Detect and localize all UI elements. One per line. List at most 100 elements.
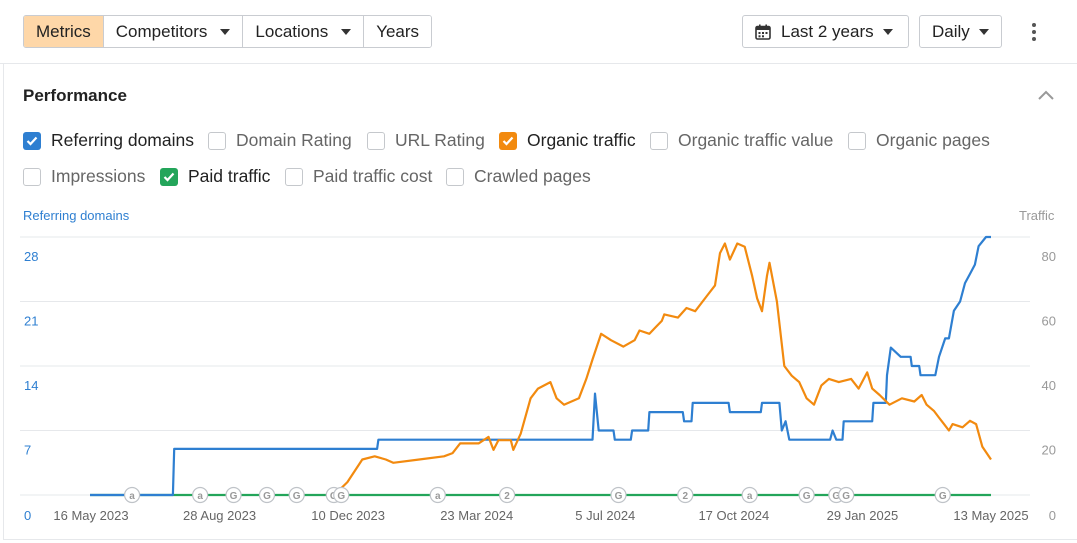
annotation-marker[interactable]: a: [192, 486, 209, 504]
checkbox-box: [285, 167, 303, 186]
annotation-circle: [288, 486, 305, 504]
checkbox-referring-domains[interactable]: Referring domains: [23, 130, 194, 151]
calendar-icon: [755, 24, 771, 40]
annotation-marker[interactable]: G: [225, 486, 242, 504]
x-tick-label: 16 May 2023: [53, 508, 128, 523]
checkbox-box: [848, 131, 866, 150]
caret-down-icon: [341, 28, 352, 35]
view-segmented-control: Metrics Competitors Locations Years: [23, 15, 433, 48]
x-tick-label: 17 Oct 2024: [698, 508, 769, 523]
checkbox-crawled-pages[interactable]: Crawled pages: [446, 166, 591, 187]
annotation-circle: [741, 486, 758, 504]
checkbox-label: Organic pages: [876, 130, 990, 150]
left-tick-label: 28: [24, 249, 38, 264]
annotation-circle: [934, 486, 951, 504]
date-range-label: Last 2 years: [781, 21, 874, 41]
right-tick-label: 80: [1042, 249, 1056, 264]
chevron-up-icon[interactable]: [1037, 88, 1055, 102]
left-tick-label: 7: [24, 443, 31, 458]
checkbox-box: [23, 131, 41, 150]
checkbox-box: [499, 131, 517, 150]
annotation-label: 2: [504, 491, 510, 502]
checkbox-paid-traffic-cost[interactable]: Paid traffic cost: [285, 166, 432, 187]
annotation-circle: [192, 486, 209, 504]
annotation-circle: [429, 486, 446, 504]
competitors-dropdown[interactable]: Competitors: [103, 16, 244, 47]
checkbox-domain-rating[interactable]: Domain Rating: [208, 130, 352, 151]
annotation-label: G: [263, 491, 271, 502]
checkbox-label: Impressions: [51, 166, 146, 186]
annotation-label: a: [197, 491, 203, 502]
checkbox-organic-traffic-value[interactable]: Organic traffic value: [650, 130, 833, 151]
series-line-referring-domains: [90, 235, 991, 497]
checkbox-label: Domain Rating: [236, 130, 352, 150]
annotation-marker[interactable]: a: [741, 486, 758, 504]
annotation-circle: [610, 486, 627, 504]
annotation-circle: [333, 486, 350, 504]
left-tick-label: 21: [24, 314, 38, 329]
annotation-label: a: [129, 491, 135, 502]
caret-down-icon: [978, 28, 989, 35]
annotation-marker[interactable]: 2: [677, 486, 694, 504]
caret-down-icon: [220, 28, 231, 35]
checkmark-icon: [502, 136, 514, 146]
annotation-marker[interactable]: G: [610, 486, 627, 504]
checkbox-label: Referring domains: [51, 130, 194, 150]
checkbox-paid-traffic[interactable]: Paid traffic: [160, 166, 270, 187]
tab-label: Competitors: [115, 21, 208, 41]
annotation-label: G: [842, 491, 850, 502]
kebab-menu-icon[interactable]: [1026, 20, 1042, 44]
tab-metrics[interactable]: Metrics: [24, 16, 104, 47]
left-tick-label: 14: [24, 378, 38, 393]
granularity-label: Daily: [932, 21, 970, 41]
date-range-dropdown[interactable]: Last 2 years: [742, 15, 909, 48]
checkbox-organic-pages[interactable]: Organic pages: [848, 130, 990, 151]
annotation-marker[interactable]: G: [798, 486, 815, 504]
checkbox-label: URL Rating: [395, 130, 485, 150]
checkmark-icon: [26, 136, 38, 146]
x-tick-label: 28 Aug 2023: [183, 508, 256, 523]
annotation-marker[interactable]: G: [934, 486, 951, 504]
annotation-label: a: [435, 491, 441, 502]
annotation-marker[interactable]: 2: [498, 486, 516, 504]
annotation-label: G: [337, 491, 345, 502]
section-title: Performance: [23, 86, 127, 105]
x-tick-label: 13 May 2025: [953, 508, 1028, 523]
checkbox-box: [208, 131, 226, 150]
checkbox-box: [650, 131, 668, 150]
annotation-marker[interactable]: a: [429, 486, 446, 504]
granularity-dropdown[interactable]: Daily: [919, 15, 1002, 48]
toolbar-divider: [0, 63, 1077, 64]
x-tick-label: 29 Jan 2025: [827, 508, 899, 523]
annotation-label: G: [293, 491, 301, 502]
tab-label: Locations: [255, 21, 329, 41]
annotation-marker[interactable]: G: [288, 486, 305, 504]
x-tick-label: 10 Dec 2023: [311, 508, 385, 523]
tab-years[interactable]: Years: [364, 16, 432, 47]
annotation-marker[interactable]: G: [838, 486, 855, 504]
annotation-circle: [123, 486, 141, 504]
annotation-label: a: [747, 491, 753, 502]
annotation-marker[interactable]: a: [123, 486, 141, 504]
x-tick-label: 5 Jul 2024: [575, 508, 635, 523]
right-tick-label: 20: [1042, 443, 1056, 458]
annotation-circle: [838, 486, 855, 504]
tab-label: Metrics: [36, 21, 91, 41]
annotation-circle: [225, 486, 242, 504]
checkbox-url-rating[interactable]: URL Rating: [367, 130, 485, 151]
checkbox-box: [160, 167, 178, 186]
checkbox-impressions[interactable]: Impressions: [23, 166, 145, 187]
right-axis-title: Traffic: [1019, 208, 1055, 223]
annotation-label: G: [803, 491, 811, 502]
annotation-marker[interactable]: G: [258, 486, 276, 504]
checkbox-organic-traffic[interactable]: Organic traffic: [499, 130, 636, 151]
annotation-circle: [677, 486, 694, 504]
checkbox-label: Paid traffic cost: [313, 166, 433, 186]
right-tick-label: 0: [1049, 508, 1056, 523]
left-axis-title: Referring domains: [23, 208, 130, 223]
locations-dropdown[interactable]: Locations: [243, 16, 365, 47]
annotation-marker[interactable]: G: [333, 486, 350, 504]
checkbox-box: [367, 131, 385, 150]
annotation-label: G: [615, 491, 623, 502]
